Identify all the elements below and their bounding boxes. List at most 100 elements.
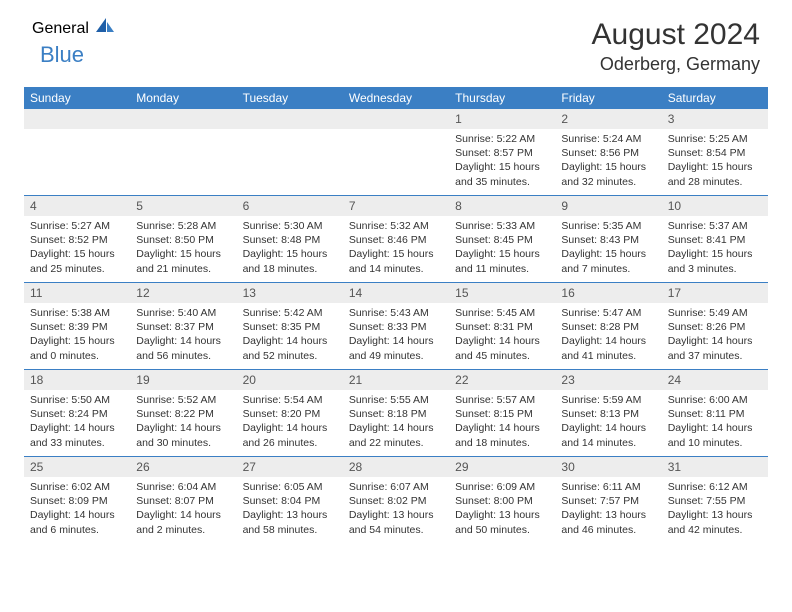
weekday-header: Tuesday <box>237 87 343 109</box>
sunset-text: Sunset: 8:22 PM <box>136 407 230 421</box>
day-data: Sunrise: 6:12 AMSunset: 7:55 PMDaylight:… <box>662 477 768 541</box>
daylight-text: and 50 minutes. <box>455 523 549 537</box>
day-cell: 1Sunrise: 5:22 AMSunset: 8:57 PMDaylight… <box>449 109 555 195</box>
day-number: 4 <box>24 196 130 216</box>
sunrise-text: Sunrise: 5:40 AM <box>136 306 230 320</box>
day-number: 9 <box>555 196 661 216</box>
daylight-text: Daylight: 14 hours <box>243 334 337 348</box>
daylight-text: and 14 minutes. <box>561 436 655 450</box>
sunrise-text: Sunrise: 5:43 AM <box>349 306 443 320</box>
day-number: 29 <box>449 457 555 477</box>
day-number: 2 <box>555 109 661 129</box>
sunset-text: Sunset: 8:20 PM <box>243 407 337 421</box>
day-data: Sunrise: 5:33 AMSunset: 8:45 PMDaylight:… <box>449 216 555 280</box>
sunset-text: Sunset: 8:13 PM <box>561 407 655 421</box>
daylight-text: Daylight: 14 hours <box>668 421 762 435</box>
day-number: 16 <box>555 283 661 303</box>
daylight-text: Daylight: 14 hours <box>668 334 762 348</box>
day-number-empty <box>130 109 236 129</box>
day-cell: 28Sunrise: 6:07 AMSunset: 8:02 PMDayligh… <box>343 457 449 543</box>
day-number: 17 <box>662 283 768 303</box>
daylight-text: and 3 minutes. <box>668 262 762 276</box>
week-row: 4Sunrise: 5:27 AMSunset: 8:52 PMDaylight… <box>24 195 768 282</box>
daylight-text: Daylight: 15 hours <box>349 247 443 261</box>
week-row: 18Sunrise: 5:50 AMSunset: 8:24 PMDayligh… <box>24 369 768 456</box>
weeks-container: 1Sunrise: 5:22 AMSunset: 8:57 PMDaylight… <box>24 109 768 543</box>
daylight-text: and 56 minutes. <box>136 349 230 363</box>
daylight-text: Daylight: 14 hours <box>136 334 230 348</box>
sunset-text: Sunset: 8:39 PM <box>30 320 124 334</box>
daylight-text: and 18 minutes. <box>243 262 337 276</box>
weekday-header: Sunday <box>24 87 130 109</box>
day-data: Sunrise: 5:25 AMSunset: 8:54 PMDaylight:… <box>662 129 768 193</box>
sunrise-text: Sunrise: 6:00 AM <box>668 393 762 407</box>
daylight-text: Daylight: 14 hours <box>349 334 443 348</box>
day-cell: 15Sunrise: 5:45 AMSunset: 8:31 PMDayligh… <box>449 283 555 369</box>
daylight-text: and 10 minutes. <box>668 436 762 450</box>
daylight-text: Daylight: 14 hours <box>30 508 124 522</box>
sunset-text: Sunset: 8:37 PM <box>136 320 230 334</box>
daylight-text: and 0 minutes. <box>30 349 124 363</box>
sunset-text: Sunset: 8:15 PM <box>455 407 549 421</box>
day-cell: 6Sunrise: 5:30 AMSunset: 8:48 PMDaylight… <box>237 196 343 282</box>
daylight-text: and 49 minutes. <box>349 349 443 363</box>
day-number: 26 <box>130 457 236 477</box>
sunrise-text: Sunrise: 6:07 AM <box>349 480 443 494</box>
day-cell: 27Sunrise: 6:05 AMSunset: 8:04 PMDayligh… <box>237 457 343 543</box>
sunset-text: Sunset: 8:09 PM <box>30 494 124 508</box>
daylight-text: and 35 minutes. <box>455 175 549 189</box>
day-number: 14 <box>343 283 449 303</box>
logo-sail-icon <box>94 16 116 39</box>
day-cell: 16Sunrise: 5:47 AMSunset: 8:28 PMDayligh… <box>555 283 661 369</box>
day-data: Sunrise: 5:38 AMSunset: 8:39 PMDaylight:… <box>24 303 130 367</box>
day-number: 22 <box>449 370 555 390</box>
sunrise-text: Sunrise: 5:54 AM <box>243 393 337 407</box>
sunrise-text: Sunrise: 5:24 AM <box>561 132 655 146</box>
day-number: 20 <box>237 370 343 390</box>
day-cell: 20Sunrise: 5:54 AMSunset: 8:20 PMDayligh… <box>237 370 343 456</box>
day-data: Sunrise: 5:28 AMSunset: 8:50 PMDaylight:… <box>130 216 236 280</box>
day-data: Sunrise: 5:49 AMSunset: 8:26 PMDaylight:… <box>662 303 768 367</box>
daylight-text: Daylight: 15 hours <box>136 247 230 261</box>
sunrise-text: Sunrise: 5:30 AM <box>243 219 337 233</box>
title-block: August 2024 Oderberg, Germany <box>592 18 760 75</box>
day-cell: 7Sunrise: 5:32 AMSunset: 8:46 PMDaylight… <box>343 196 449 282</box>
daylight-text: Daylight: 14 hours <box>136 508 230 522</box>
day-cell: 2Sunrise: 5:24 AMSunset: 8:56 PMDaylight… <box>555 109 661 195</box>
sunset-text: Sunset: 8:04 PM <box>243 494 337 508</box>
day-number: 10 <box>662 196 768 216</box>
day-number: 13 <box>237 283 343 303</box>
sunset-text: Sunset: 8:52 PM <box>30 233 124 247</box>
sunset-text: Sunset: 8:48 PM <box>243 233 337 247</box>
daylight-text: and 18 minutes. <box>455 436 549 450</box>
sunrise-text: Sunrise: 5:25 AM <box>668 132 762 146</box>
sunset-text: Sunset: 8:41 PM <box>668 233 762 247</box>
sunrise-text: Sunrise: 6:09 AM <box>455 480 549 494</box>
daylight-text: and 14 minutes. <box>349 262 443 276</box>
sunset-text: Sunset: 8:50 PM <box>136 233 230 247</box>
day-cell: 19Sunrise: 5:52 AMSunset: 8:22 PMDayligh… <box>130 370 236 456</box>
day-data: Sunrise: 6:00 AMSunset: 8:11 PMDaylight:… <box>662 390 768 454</box>
day-data: Sunrise: 5:52 AMSunset: 8:22 PMDaylight:… <box>130 390 236 454</box>
sunset-text: Sunset: 8:54 PM <box>668 146 762 160</box>
day-data: Sunrise: 6:11 AMSunset: 7:57 PMDaylight:… <box>555 477 661 541</box>
location: Oderberg, Germany <box>592 54 760 75</box>
daylight-text: and 26 minutes. <box>243 436 337 450</box>
daylight-text: and 58 minutes. <box>243 523 337 537</box>
daylight-text: Daylight: 15 hours <box>30 334 124 348</box>
day-data: Sunrise: 5:24 AMSunset: 8:56 PMDaylight:… <box>555 129 661 193</box>
daylight-text: and 11 minutes. <box>455 262 549 276</box>
week-row: 1Sunrise: 5:22 AMSunset: 8:57 PMDaylight… <box>24 109 768 195</box>
sunset-text: Sunset: 8:28 PM <box>561 320 655 334</box>
day-data: Sunrise: 6:04 AMSunset: 8:07 PMDaylight:… <box>130 477 236 541</box>
day-cell: 26Sunrise: 6:04 AMSunset: 8:07 PMDayligh… <box>130 457 236 543</box>
daylight-text: Daylight: 15 hours <box>455 247 549 261</box>
day-cell: 10Sunrise: 5:37 AMSunset: 8:41 PMDayligh… <box>662 196 768 282</box>
day-number: 18 <box>24 370 130 390</box>
day-cell: 14Sunrise: 5:43 AMSunset: 8:33 PMDayligh… <box>343 283 449 369</box>
sunset-text: Sunset: 8:35 PM <box>243 320 337 334</box>
day-number: 31 <box>662 457 768 477</box>
day-number: 30 <box>555 457 661 477</box>
daylight-text: and 21 minutes. <box>136 262 230 276</box>
sunrise-text: Sunrise: 5:50 AM <box>30 393 124 407</box>
